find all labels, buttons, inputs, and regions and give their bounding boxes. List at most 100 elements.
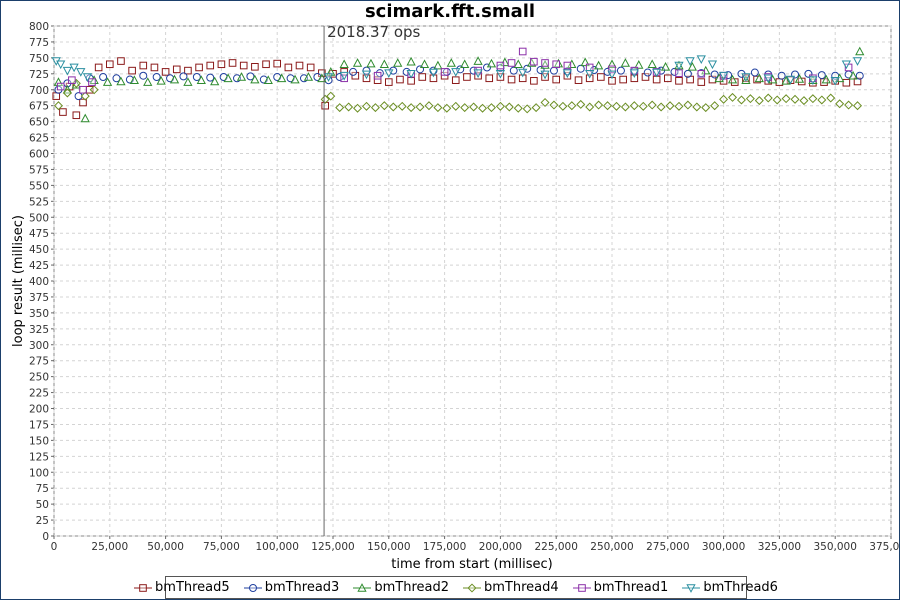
data-point-bmThread4 <box>53 101 63 111</box>
legend-item-bmThread4: bmThread4 <box>463 580 559 595</box>
data-point-bmThread4 <box>844 100 854 110</box>
data-point-bmThread5 <box>597 73 605 81</box>
y-tick-label: 350 <box>29 308 49 320</box>
data-point-bmThread2 <box>660 61 671 71</box>
y-tick-label: 400 <box>29 276 49 288</box>
data-point-bmThread5 <box>842 78 851 87</box>
data-point-bmThread2 <box>855 46 865 56</box>
data-point-bmThread5 <box>206 61 215 70</box>
data-point-bmThread6 <box>785 75 796 85</box>
x-tick-label: 175,000 <box>423 541 466 553</box>
data-point-bmThread4 <box>701 103 711 113</box>
legend-marker-bmThread3 <box>248 583 257 592</box>
data-point-bmThread1 <box>764 73 773 81</box>
y-tick-label: 50 <box>36 499 49 511</box>
data-point-bmThread5 <box>664 74 672 83</box>
data-point-bmThread2 <box>553 58 564 68</box>
data-point-bmThread4 <box>361 101 371 111</box>
data-point-bmThread5 <box>184 66 192 75</box>
data-point-bmThread5 <box>139 61 148 70</box>
data-point-bmThread5 <box>708 75 717 84</box>
data-point-bmThread1 <box>697 70 706 78</box>
x-tick-label: 75,000 <box>203 541 240 553</box>
legend-swatch-bmThread6 <box>682 583 701 593</box>
data-point-bmThread4 <box>638 101 648 111</box>
data-point-bmThread3 <box>576 64 585 73</box>
data-point-bmThread6 <box>562 69 572 79</box>
data-point-bmThread6 <box>339 71 349 81</box>
data-point-bmThread5 <box>273 59 281 68</box>
data-point-bmThread3 <box>616 66 625 75</box>
legend-swatch-bmThread4 <box>463 582 481 593</box>
data-point-bmThread2 <box>620 58 631 67</box>
data-point-bmThread5 <box>172 65 181 74</box>
data-point-bmThread2 <box>473 56 483 65</box>
legend-item-bmThread5: bmThread5 <box>134 580 230 595</box>
data-point-bmThread5 <box>161 68 170 76</box>
data-point-bmThread4 <box>326 91 336 101</box>
data-point-bmThread2 <box>406 56 416 66</box>
x-tick-label: 0 <box>51 541 58 553</box>
x-tick-label: 325,000 <box>758 541 801 553</box>
data-point-bmThread4 <box>335 103 345 113</box>
x-tick-label: 275,000 <box>646 541 689 553</box>
data-point-bmThread5 <box>228 59 237 67</box>
x-tick-label: 125,000 <box>311 541 354 553</box>
legend-marker-bmThread1 <box>577 583 586 592</box>
y-tick-label: 750 <box>29 53 49 65</box>
legend-swatch-bmThread3 <box>243 583 262 592</box>
x-tick-label: 250,000 <box>590 541 633 553</box>
y-tick-label: 450 <box>29 244 49 256</box>
data-point-bmThread2 <box>80 113 90 123</box>
data-point-bmThread1 <box>563 61 572 70</box>
y-axis-label: loop result (millisec) <box>11 215 26 347</box>
data-point-bmThread2 <box>714 73 724 83</box>
data-point-bmThread2 <box>250 74 260 84</box>
y-tick-label: 175 <box>29 419 49 431</box>
data-point-bmThread5 <box>251 63 259 71</box>
x-tick-label: 300,000 <box>702 541 745 553</box>
y-tick-label: 425 <box>29 260 49 272</box>
data-point-bmThread5 <box>306 63 315 72</box>
data-point-bmThread4 <box>754 96 764 106</box>
data-point-bmThread4 <box>495 101 505 111</box>
y-tick-label: 600 <box>29 149 49 161</box>
data-point-bmThread3 <box>206 73 215 82</box>
data-point-bmThread5 <box>530 77 538 85</box>
x-tick-label: 350,000 <box>813 541 856 553</box>
data-point-bmThread1 <box>507 59 516 67</box>
data-point-bmThread4 <box>567 101 577 111</box>
data-point-bmThread2 <box>277 73 287 83</box>
data-point-bmThread3 <box>724 71 733 80</box>
data-point-bmThread1 <box>675 69 683 77</box>
data-point-bmThread2 <box>513 59 523 69</box>
data-point-bmThread6 <box>585 70 595 79</box>
data-point-bmThread6 <box>451 68 461 77</box>
data-point-bmThread5 <box>385 78 393 86</box>
series-bmThread4 <box>53 78 863 114</box>
data-point-bmThread4 <box>424 101 434 111</box>
data-point-bmThread4 <box>728 92 738 102</box>
data-point-bmThread6 <box>674 61 684 71</box>
data-point-bmThread6 <box>76 68 86 77</box>
data-point-bmThread5 <box>619 75 627 84</box>
data-point-bmThread5 <box>217 60 226 69</box>
y-tick-label: 575 <box>29 164 49 176</box>
data-point-bmThread4 <box>469 102 479 112</box>
y-tick-label: 550 <box>29 180 49 192</box>
data-point-bmThread4 <box>80 91 90 101</box>
y-tick-label: 0 <box>42 531 49 543</box>
y-tick-labels: 0 25 50 75 100 125 150 175 200 225 250 275 300 325 350… <box>29 21 49 543</box>
data-point-bmThread6 <box>62 66 73 76</box>
data-point-bmThread4 <box>790 94 800 104</box>
y-tick-label: 475 <box>29 228 49 240</box>
plot-area <box>53 25 892 537</box>
data-point-bmThread4 <box>585 102 595 112</box>
data-point-bmThread1 <box>496 61 505 70</box>
data-point-bmThread4 <box>353 103 363 113</box>
data-point-bmThread6 <box>629 69 639 79</box>
data-point-bmThread2 <box>687 61 697 71</box>
data-point-bmThread1 <box>68 76 76 84</box>
y-tick-label: 25 <box>36 515 49 527</box>
